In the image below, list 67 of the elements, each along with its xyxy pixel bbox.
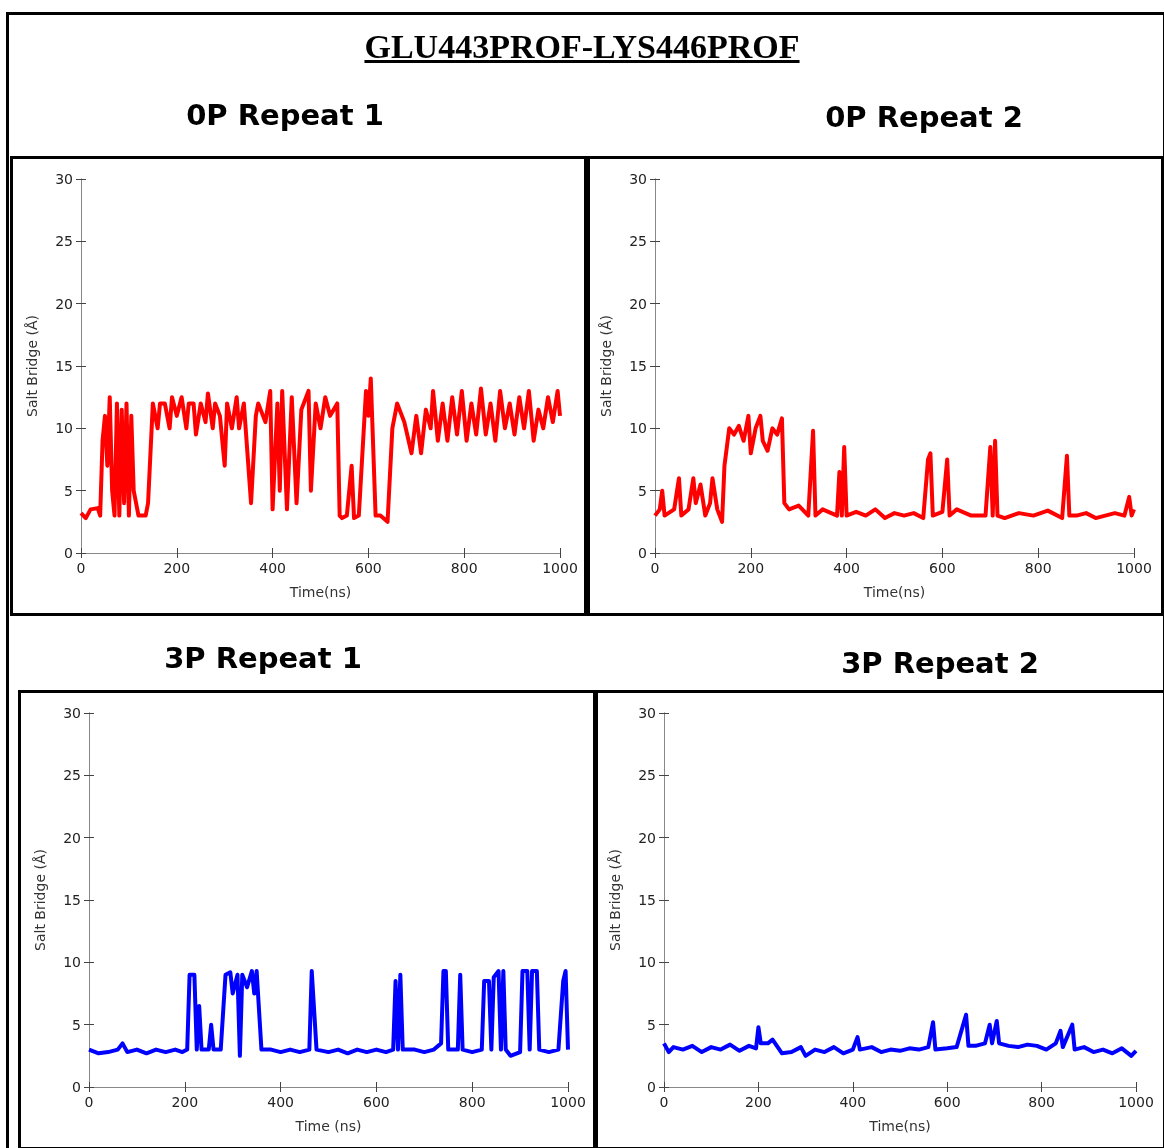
x-axis-title: Time(ns) xyxy=(862,584,926,600)
x-tick-label: 200 xyxy=(737,560,765,576)
x-tick-label: 1000 xyxy=(1116,560,1152,576)
x-tick-label: 800 xyxy=(458,1094,486,1110)
x-tick-label: 0 xyxy=(659,1094,669,1110)
chart-title: 3P Repeat 1 xyxy=(163,641,363,675)
y-tick-label: 10 xyxy=(638,954,656,971)
x-tick-label: 1000 xyxy=(550,1094,586,1110)
y-tick-label: 25 xyxy=(63,767,81,784)
y-tick-label: 20 xyxy=(63,829,81,846)
y-tick-label: 20 xyxy=(629,295,647,312)
chart-title: 0P Repeat 1 xyxy=(185,98,385,132)
y-tick-label: 25 xyxy=(629,233,647,250)
x-tick-label: 0 xyxy=(84,1094,94,1110)
x-tick-label: 1000 xyxy=(542,560,578,576)
y-tick-label: 30 xyxy=(63,705,81,721)
y-tick-label: 25 xyxy=(55,233,73,250)
y-tick-label: 5 xyxy=(72,1016,81,1033)
x-tick-label: 400 xyxy=(267,1094,294,1110)
line-series xyxy=(87,969,570,1058)
x-tick-label: 600 xyxy=(355,560,382,576)
y-tick-label: 0 xyxy=(647,1079,656,1095)
x-tick-label: 400 xyxy=(833,560,860,576)
y-tick-label: 30 xyxy=(55,171,73,187)
x-tick-label: 600 xyxy=(363,1094,390,1110)
x-axis-title: Time(ns) xyxy=(288,584,352,600)
chart-title: 0P Repeat 2 xyxy=(824,100,1024,134)
x-tick-label: 200 xyxy=(745,1094,772,1110)
x-tick-label: 200 xyxy=(163,560,191,576)
y-tick-label: 10 xyxy=(63,954,81,971)
x-tick-label: 600 xyxy=(933,1094,961,1110)
x-tick-label: 1000 xyxy=(1118,1094,1154,1110)
x-tick-label: 800 xyxy=(450,560,478,576)
x-tick-label: 400 xyxy=(259,560,286,576)
y-tick-label: 5 xyxy=(64,482,73,499)
y-tick-label: 20 xyxy=(638,829,656,846)
y-axis-title: Salt Bridge (Å) xyxy=(598,315,614,417)
y-tick-label: 25 xyxy=(638,767,656,784)
y-tick-label: 0 xyxy=(72,1079,81,1095)
y-tick-label: 10 xyxy=(629,420,647,437)
x-tick-label: 600 xyxy=(929,560,956,576)
y-axis-title: Salt Bridge (Å) xyxy=(32,849,48,951)
y-tick-label: 10 xyxy=(55,420,73,437)
x-tick-label: 800 xyxy=(1024,560,1052,576)
y-tick-label: 15 xyxy=(629,358,647,374)
y-tick-label: 5 xyxy=(638,482,647,499)
y-tick-label: 30 xyxy=(638,705,656,721)
y-tick-label: 15 xyxy=(638,892,656,908)
line-series xyxy=(662,1012,1138,1058)
y-tick-label: 0 xyxy=(638,545,647,561)
y-axis-title: Salt Bridge (Å) xyxy=(24,315,40,417)
y-tick-label: 0 xyxy=(64,545,73,561)
y-tick-label: 15 xyxy=(55,358,73,374)
y-tick-label: 5 xyxy=(647,1016,656,1033)
x-axis-title: Time (ns) xyxy=(294,1118,362,1134)
y-tick-label: 30 xyxy=(629,171,647,187)
x-tick-label: 800 xyxy=(1028,1094,1055,1110)
x-tick-label: 400 xyxy=(839,1094,867,1110)
y-tick-label: 15 xyxy=(63,892,81,908)
line-series xyxy=(653,413,1136,524)
text: GLU443PROF-LYS446PROF xyxy=(363,28,801,66)
x-axis-title: Time(ns) xyxy=(868,1118,931,1134)
y-axis-title: Salt Bridge (Å) xyxy=(607,849,623,951)
x-tick-label: 200 xyxy=(171,1094,199,1110)
line-series xyxy=(79,376,562,524)
chart-title: 3P Repeat 2 xyxy=(840,646,1040,680)
y-tick-label: 20 xyxy=(55,295,73,312)
